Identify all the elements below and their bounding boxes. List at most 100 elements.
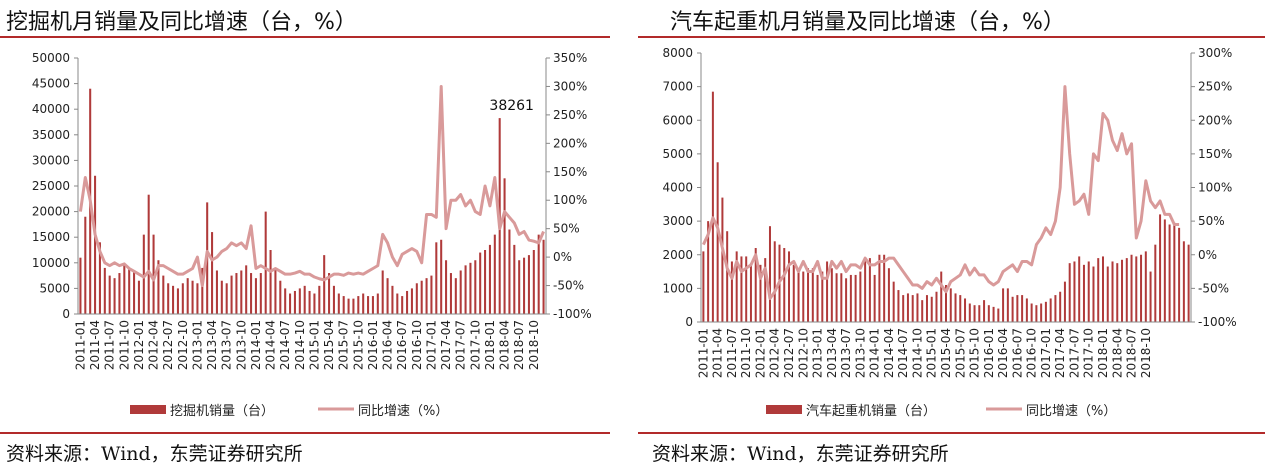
- bar: [1068, 263, 1071, 322]
- legend-line-label: 同比增速（%）: [358, 404, 448, 419]
- bar: [840, 273, 843, 322]
- x-tick-label: 2017-10: [468, 320, 482, 370]
- bar: [1121, 259, 1124, 322]
- x-tick-label: 2015-04: [322, 320, 336, 370]
- bar: [992, 306, 995, 322]
- x-tick-label: 2011-10: [739, 328, 753, 378]
- bar: [925, 295, 928, 322]
- x-tick-label: 2015-01: [925, 328, 939, 378]
- x-tick-label: 2018-07: [512, 320, 526, 370]
- right-tick-label: 200%: [553, 136, 587, 150]
- bar: [484, 250, 487, 314]
- bar: [859, 271, 862, 322]
- chart-title: 汽车起重机月销量及同比增速（台，%）: [670, 10, 1065, 35]
- bar: [749, 263, 752, 322]
- bar: [235, 273, 238, 314]
- bar: [878, 254, 881, 322]
- bar: [415, 283, 418, 314]
- right-tick-label: -100%: [553, 307, 592, 321]
- x-tick-label: 2015-10: [351, 320, 365, 370]
- bar: [518, 260, 521, 314]
- x-tick-label: 2014-04: [264, 320, 278, 370]
- bar: [508, 229, 511, 314]
- bar: [1182, 241, 1185, 322]
- right-tick-label: -50%: [553, 279, 584, 293]
- bar: [716, 162, 719, 322]
- x-tick-label: 2017-01: [424, 320, 438, 370]
- bar: [254, 278, 257, 314]
- x-tick-label: 2011-04: [711, 328, 725, 378]
- bar: [1025, 298, 1028, 322]
- bar: [386, 278, 389, 314]
- bar: [1144, 251, 1147, 322]
- bar: [1087, 261, 1090, 322]
- right-tick-label: 150%: [1198, 147, 1232, 161]
- bar: [357, 296, 360, 314]
- x-tick-label: 2016-04: [381, 320, 395, 370]
- bar: [410, 288, 413, 314]
- left-tick-label: 30000: [32, 153, 70, 167]
- left-tick-label: 40000: [32, 102, 70, 116]
- x-tick-label: 2016-01: [982, 328, 996, 378]
- x-tick-label: 2013-10: [853, 328, 867, 378]
- x-tick-label: 2015-04: [939, 328, 953, 378]
- bar: [269, 250, 272, 314]
- right-tick-label: 250%: [553, 108, 587, 122]
- bar: [347, 298, 350, 314]
- bar: [968, 303, 971, 322]
- bar: [401, 296, 404, 314]
- x-tick-label: 2014-01: [249, 320, 263, 370]
- bar: [1082, 264, 1085, 322]
- x-tick-label: 2013-07: [839, 328, 853, 378]
- bar: [303, 285, 306, 314]
- x-tick-label: 2017-04: [439, 320, 453, 370]
- bar: [949, 288, 952, 323]
- bar: [807, 268, 810, 322]
- bar: [816, 274, 819, 322]
- bar: [298, 288, 301, 314]
- right-tick-label: 300%: [1198, 46, 1232, 60]
- bar: [537, 234, 540, 314]
- bar: [84, 216, 87, 314]
- bar: [892, 281, 895, 322]
- x-tick-label: 2015-07: [953, 328, 967, 378]
- right-tick-label: 350%: [553, 51, 587, 65]
- excavator-chart: 0 5000 10000 15000 20000 25000 30000 35000 40000…: [32, 51, 592, 419]
- bar: [788, 251, 791, 322]
- bar: [1159, 214, 1162, 322]
- x-tick-label: 2011-01: [696, 328, 710, 378]
- bar: [440, 239, 443, 314]
- bar: [342, 296, 345, 314]
- bar: [1125, 258, 1128, 322]
- bar: [459, 270, 462, 314]
- bar: [783, 248, 786, 322]
- x-tick-label: 2018-10: [1139, 328, 1153, 378]
- bar: [420, 280, 423, 314]
- x-tick-label: 2015-01: [307, 320, 321, 370]
- bar: [454, 278, 457, 314]
- x-tick-label: 2012-01: [132, 320, 146, 370]
- x-tick-label: 2014-04: [882, 328, 896, 378]
- bar: [167, 283, 170, 314]
- bar: [1106, 266, 1109, 322]
- bar: [1030, 303, 1033, 322]
- x-tick-label: 2012-01: [753, 328, 767, 378]
- bar: [103, 267, 106, 314]
- bar: [94, 175, 97, 314]
- right-tick-label: 250%: [1198, 80, 1232, 94]
- bar: [954, 293, 957, 322]
- x-tick-label: 2016-07: [1010, 328, 1024, 378]
- legend-bar-label: 汽车起重机销量（台）: [806, 403, 936, 419]
- left-tick-label: 2000: [662, 248, 693, 262]
- x-tick-label: 2011-01: [73, 320, 87, 370]
- left-tick-label: 1000: [662, 281, 693, 295]
- bar: [868, 258, 871, 322]
- title-rule: [638, 36, 1265, 38]
- bar: [745, 256, 748, 322]
- bar: [1035, 305, 1038, 322]
- x-tick-label: 2011-04: [88, 320, 102, 370]
- bar: [479, 252, 482, 314]
- bar: [792, 264, 795, 322]
- bar: [137, 280, 140, 314]
- bar: [147, 194, 150, 314]
